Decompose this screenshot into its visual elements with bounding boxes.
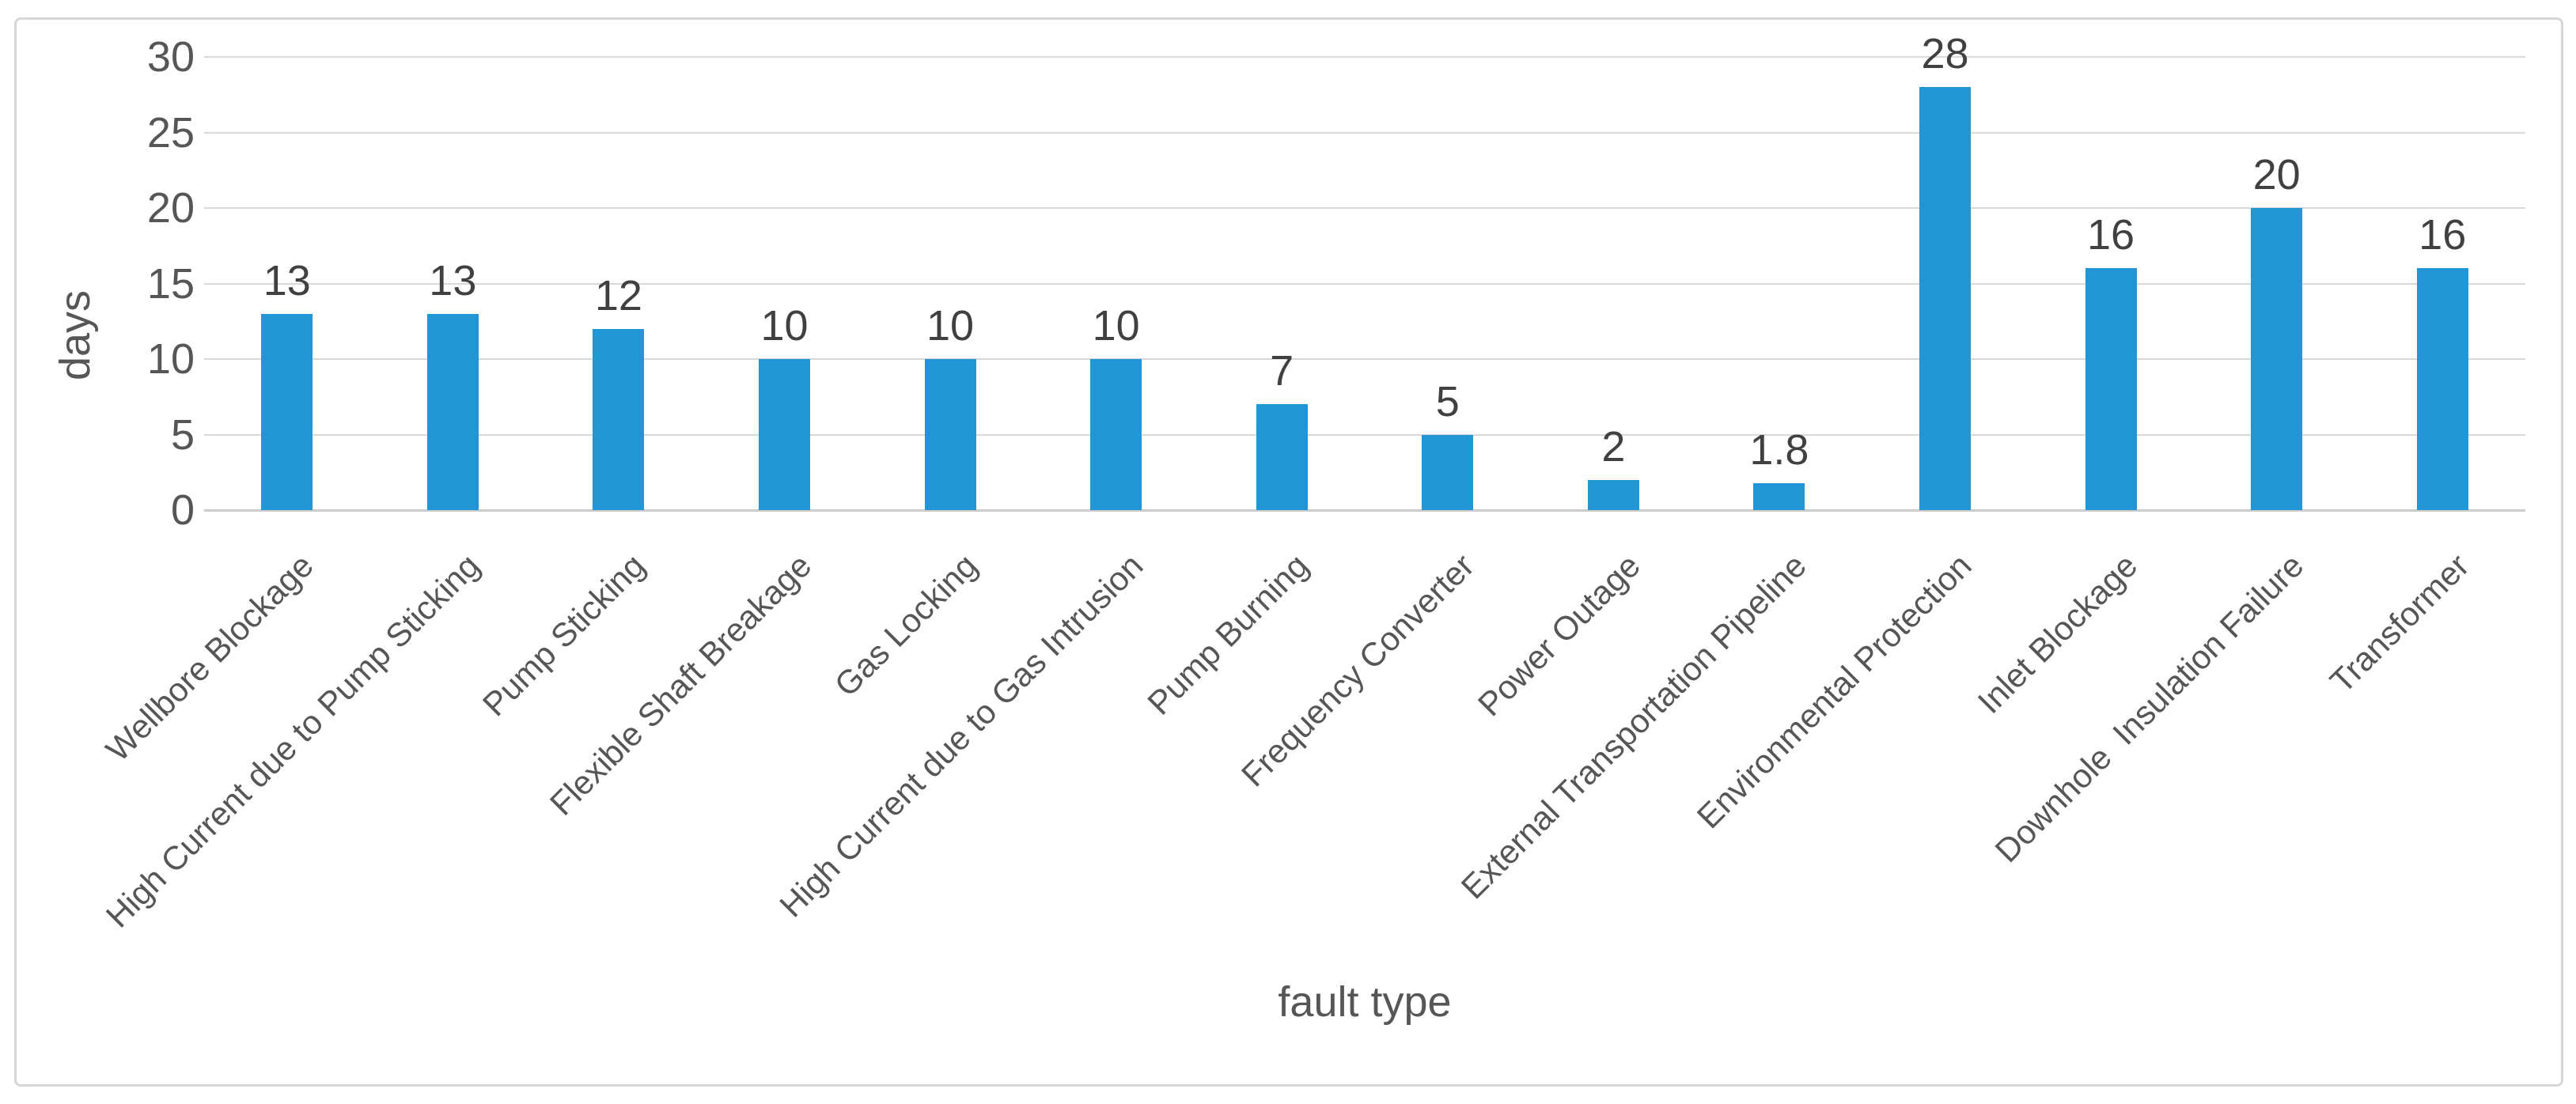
gridline	[204, 56, 2525, 58]
y-tick-label: 10	[146, 335, 195, 383]
gridline	[204, 207, 2525, 209]
bar-value-label: 10	[926, 302, 975, 350]
bar-value-label: 5	[1435, 377, 1460, 425]
y-tick-label: 0	[170, 486, 195, 534]
bar	[2085, 268, 2137, 510]
bar-value-label: 12	[594, 271, 642, 319]
bar	[1090, 359, 1142, 510]
x-axis-line	[204, 509, 2525, 512]
gridline	[204, 358, 2525, 360]
bar	[2416, 268, 2468, 510]
x-category-label: Gas Locking	[827, 546, 984, 704]
y-tick-label: 20	[146, 184, 195, 232]
x-category-label: Environmental Protection	[1689, 546, 1979, 836]
x-category-label: Pump Burning	[1140, 546, 1316, 722]
bar	[1256, 404, 1308, 510]
bar	[759, 359, 810, 510]
bar-value-label: 13	[263, 256, 311, 304]
bar-value-label: 10	[760, 302, 809, 350]
x-category-label: High Current due to Pump Sticking	[98, 546, 487, 935]
chart-border-frame	[14, 17, 2563, 1087]
y-tick-label: 25	[146, 108, 195, 157]
x-category-label: High Current due to Gas Intrusion	[771, 546, 1150, 924]
bar	[924, 359, 976, 510]
bar-value-label: 16	[2419, 211, 2467, 259]
bar-value-label: 7	[1270, 347, 1294, 395]
bar-value-label: 10	[1092, 302, 1140, 350]
bar	[1422, 434, 1474, 510]
x-axis-title: fault type	[1278, 978, 1452, 1026]
bar	[426, 313, 479, 510]
y-tick-label: 5	[170, 410, 195, 459]
y-axis-title: days	[51, 289, 99, 381]
bar-value-label: 20	[2252, 151, 2301, 198]
bar-value-label: 16	[2087, 211, 2135, 259]
x-category-label: Power Outage	[1470, 546, 1647, 724]
bar-value-label: 2	[1601, 422, 1626, 471]
y-tick-label: 15	[146, 259, 195, 308]
bar-value-label: 1.8	[1749, 425, 1809, 474]
bar	[261, 313, 313, 510]
bar	[1587, 479, 1639, 510]
bar-value-label: 13	[429, 256, 477, 304]
gridline	[204, 131, 2525, 134]
bar	[593, 328, 645, 510]
gridline	[204, 433, 2525, 436]
gridline	[204, 282, 2525, 285]
bar	[1919, 87, 1971, 510]
x-category-label: Downhole Insulation Failure	[1987, 546, 2311, 870]
bar-value-label: 28	[1921, 30, 1969, 78]
bar	[2251, 208, 2303, 510]
x-category-label: Inlet Blockage	[1970, 546, 2145, 721]
x-category-label: Transformer	[2322, 546, 2476, 701]
y-tick-label: 30	[146, 33, 195, 81]
x-category-label: External Transportation Pipeline	[1453, 546, 1813, 906]
x-category-label: Pump Sticking	[475, 546, 653, 724]
bar	[1753, 482, 1805, 510]
